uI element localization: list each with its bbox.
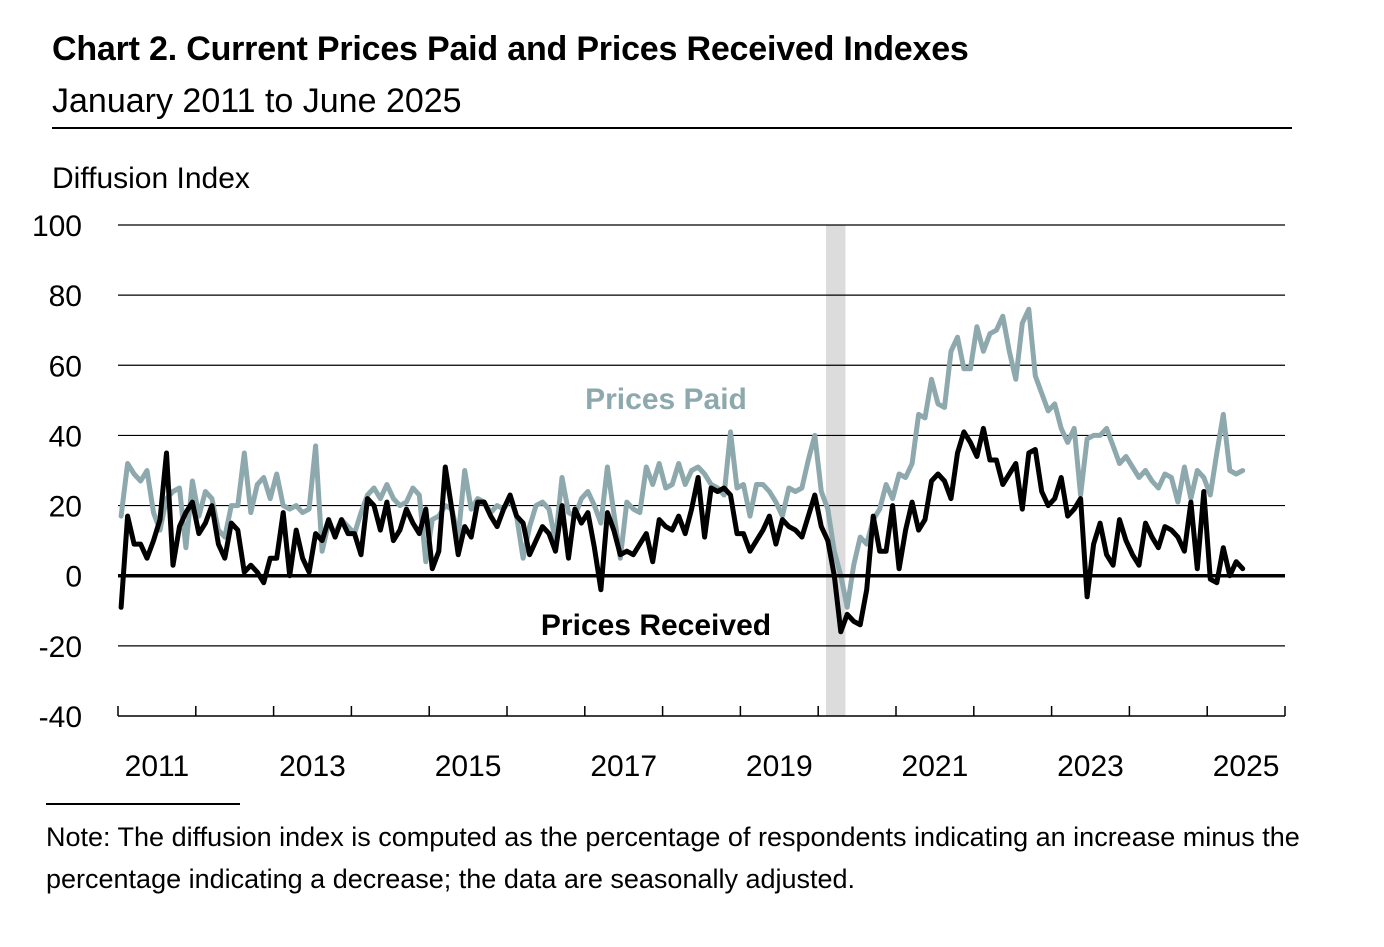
- x-tick-label: 2025: [1213, 750, 1280, 783]
- chart-note: Note: The diffusion index is computed as…: [46, 822, 1300, 894]
- chart-title: Chart 2. Current Prices Paid and Prices …: [52, 30, 969, 68]
- y-tick-label: -40: [39, 701, 82, 734]
- recession-shading-layer: [825, 225, 846, 716]
- x-axis-layer: 2011 2013 2015 2017 2019 2021 2023 2025: [117, 706, 1286, 783]
- y-tick-label: 100: [32, 210, 82, 243]
- x-tick-label: 2013: [279, 750, 346, 783]
- y-tick-label: -20: [39, 631, 82, 664]
- y-tick-label: 40: [49, 420, 82, 453]
- x-tick-label: 2015: [435, 750, 502, 783]
- x-tick-label: 2017: [590, 750, 657, 783]
- recession-shading: [825, 225, 846, 716]
- prices-received-label: Prices Received: [541, 609, 771, 642]
- prices-paid-line: [118, 306, 1246, 610]
- y-axis-label: Diffusion Index: [52, 162, 250, 195]
- note-divider: [46, 803, 240, 805]
- x-tick-label: 2023: [1057, 750, 1124, 783]
- x-tick-label: 2021: [902, 750, 969, 783]
- title-divider: [52, 127, 1292, 129]
- y-tick-label: 0: [65, 561, 82, 594]
- y-tick-label: 80: [49, 280, 82, 313]
- series-layer: [118, 306, 1285, 635]
- prices-received-line: [118, 425, 1246, 635]
- y-tick-label: 20: [49, 491, 82, 524]
- prices-paid-label: Prices Paid: [585, 383, 747, 416]
- chart-subtitle: January 2011 to June 2025: [52, 82, 462, 120]
- y-tick-labels-layer: 100 80 60 40 20 0 -20 -40: [32, 210, 82, 734]
- series-labels-layer: Prices Paid Prices Received: [541, 383, 771, 642]
- x-tick-label: 2019: [746, 750, 813, 783]
- x-tick-label: 2011: [125, 750, 190, 783]
- y-tick-label: 60: [49, 350, 82, 383]
